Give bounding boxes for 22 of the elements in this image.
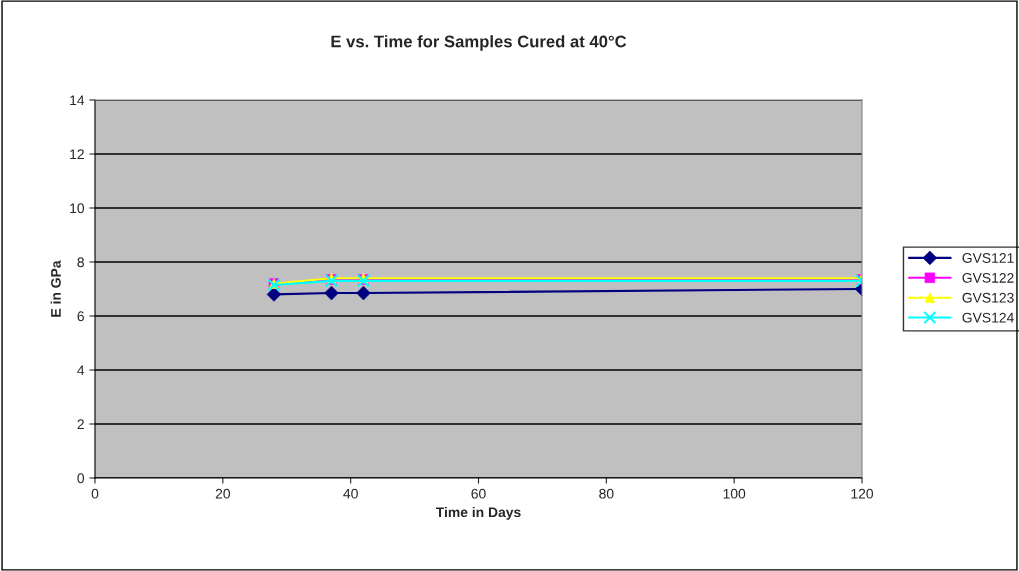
y-tick-label: 8 <box>77 257 84 268</box>
x-axis-title: Time in Days <box>435 506 521 520</box>
x-tick-label: 80 <box>599 488 614 499</box>
legend-label: GVS121 <box>962 253 1014 263</box>
x-tick-label: 0 <box>91 488 99 499</box>
legend-label: GVS124 <box>962 312 1014 323</box>
x-tick-label: 100 <box>723 488 746 499</box>
y-tick-label: 6 <box>77 311 84 322</box>
y-axis-title: E in GPa <box>50 260 61 317</box>
chart-title: E vs. Time for Samples Cured at 40°C <box>331 35 627 51</box>
legend-label: GVS122 <box>962 272 1014 283</box>
y-tick-label: 14 <box>70 95 85 106</box>
y-tick-label: 4 <box>77 365 85 376</box>
legend-label: GVS123 <box>962 292 1014 303</box>
y-tick-label: 2 <box>77 419 84 430</box>
x-tick-label: 120 <box>851 488 874 499</box>
y-tick-label: 12 <box>70 149 84 160</box>
x-tick-label: 40 <box>343 488 358 499</box>
y-tick-label: 10 <box>70 203 85 214</box>
x-tick-label: 60 <box>471 488 486 499</box>
y-tick-label: 0 <box>77 473 85 484</box>
x-tick-label: 20 <box>215 488 231 499</box>
